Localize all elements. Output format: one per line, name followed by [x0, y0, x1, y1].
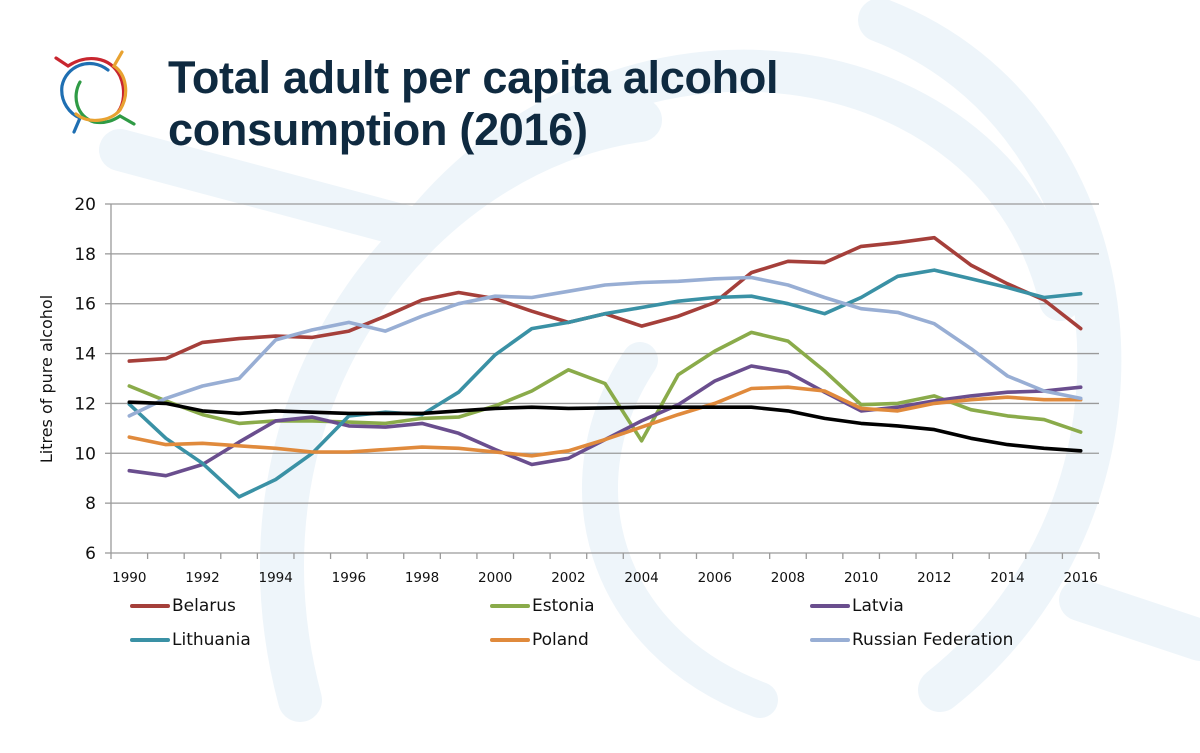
- page-title: Total adult per capita alcohol consumpti…: [168, 52, 779, 156]
- y-tick-label: 16: [74, 295, 96, 315]
- series-lines: [127, 235, 1083, 499]
- y-tick-label: 6: [85, 544, 96, 564]
- page-title-line-1: Total adult per capita alcohol: [168, 52, 779, 103]
- x-tick-label: 2014: [990, 570, 1024, 586]
- legend-label: Poland: [532, 630, 589, 650]
- logo-arc-orange: [74, 50, 128, 122]
- legend-label: Russian Federation: [852, 630, 1014, 650]
- logo-arc-blue: [60, 61, 110, 134]
- legend-item: Russian Federation: [810, 630, 1013, 650]
- x-tick-label: 2004: [624, 570, 658, 586]
- legend-swatch: [490, 604, 530, 608]
- x-tick-label: 2016: [1064, 570, 1098, 586]
- legend-label: Estonia: [532, 596, 595, 616]
- legend-swatch: [130, 638, 170, 642]
- y-tick-label: 18: [74, 245, 96, 265]
- legend-label: Belarus: [172, 596, 236, 616]
- series-line-unlabelled-series: [127, 400, 1083, 453]
- legend-item: Estonia: [490, 596, 595, 616]
- x-tick-label: 1990: [112, 570, 146, 586]
- x-axis: 1990 1992 1994 1996 1998 2000 2002 2004 2006 2008…: [110, 552, 1100, 586]
- x-tick-label: 1994: [258, 570, 292, 586]
- x-tick-label: 1998: [405, 570, 439, 586]
- x-tick-label: 2012: [917, 570, 951, 586]
- legend-item: Lithuania: [130, 630, 251, 650]
- y-tick-label: 20: [74, 195, 96, 215]
- y-tick-label: 14: [74, 345, 96, 365]
- x-tick-label: 2008: [771, 570, 805, 586]
- series-line-poland: [127, 385, 1083, 458]
- legend-label: Lithuania: [172, 630, 251, 650]
- legend-swatch: [130, 604, 170, 608]
- legend-swatch: [810, 604, 850, 608]
- background-arc: [858, 0, 1122, 712]
- legend-label: Latvia: [852, 596, 904, 616]
- background-arc: [1059, 579, 1200, 661]
- x-tick-label: 2000: [478, 570, 512, 586]
- x-tick-label: 2010: [844, 570, 878, 586]
- legend-item: Latvia: [810, 596, 904, 616]
- page-title-line-2: consumption (2016): [168, 104, 588, 155]
- y-axis-ticks: 6 8 10 12 14 16 18 20: [74, 195, 112, 564]
- organisation-logo-icon: [54, 50, 136, 134]
- x-tick-label: 2006: [698, 570, 732, 586]
- x-tick-label: 1992: [185, 570, 219, 586]
- series-line-russian-federation: [127, 275, 1083, 418]
- x-tick-label: 2002: [551, 570, 585, 586]
- y-tick-label: 8: [85, 494, 96, 514]
- x-tick-label: 1996: [332, 570, 366, 586]
- y-tick-label: 12: [74, 394, 96, 414]
- legend-item: Poland: [490, 630, 589, 650]
- y-axis-label: Litres of pure alcohol: [37, 295, 56, 463]
- legend-swatch: [490, 638, 530, 642]
- legend-item: Belarus: [130, 596, 236, 616]
- background-arc: [260, 98, 662, 722]
- legend-swatch: [810, 638, 850, 642]
- series-line-lithuania: [127, 268, 1083, 499]
- gridlines: [111, 203, 1099, 504]
- y-tick-label: 10: [74, 444, 96, 464]
